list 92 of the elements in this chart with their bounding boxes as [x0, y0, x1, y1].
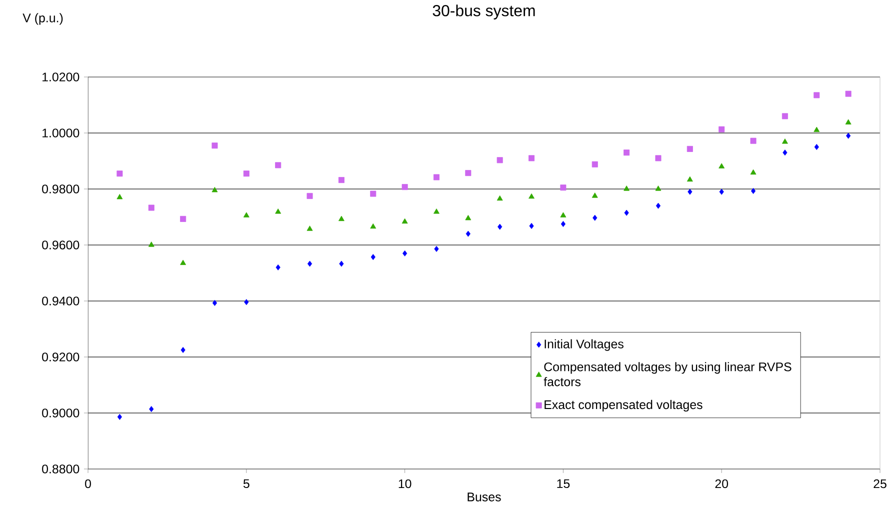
point — [528, 155, 535, 162]
point — [307, 260, 312, 267]
point — [655, 155, 662, 162]
x-tick-label: 5 — [243, 479, 250, 488]
y-tick-label: 1.0000 — [42, 128, 80, 138]
point — [275, 162, 282, 168]
x-tick-label: 20 — [715, 479, 728, 488]
y-tick-label: 0.9800 — [42, 184, 80, 194]
point — [180, 346, 186, 353]
point — [148, 204, 154, 211]
point — [498, 224, 502, 230]
point — [148, 242, 154, 247]
point — [275, 208, 282, 214]
point — [782, 113, 788, 120]
point — [845, 90, 852, 97]
x-tick-label: 10 — [398, 479, 412, 488]
point — [370, 190, 376, 197]
point — [433, 174, 440, 180]
point — [339, 260, 344, 267]
point — [243, 170, 250, 177]
point — [466, 230, 470, 237]
point — [846, 132, 851, 139]
point — [180, 260, 186, 265]
point — [402, 184, 408, 190]
point — [402, 250, 408, 256]
y-tick-label: 0.9000 — [42, 408, 80, 418]
point — [180, 216, 186, 222]
point — [718, 126, 725, 132]
point — [306, 226, 313, 231]
point — [402, 218, 408, 224]
x-tick-label: 25 — [874, 479, 886, 488]
point — [496, 157, 503, 164]
chart-title: 30-bus system — [432, 4, 535, 20]
point — [117, 414, 122, 420]
point — [212, 300, 218, 306]
point — [370, 254, 376, 260]
point — [592, 161, 598, 168]
point — [592, 192, 598, 198]
y-tick-label: 1.0200 — [42, 72, 80, 82]
point — [592, 214, 598, 221]
point — [434, 208, 440, 214]
point — [814, 144, 819, 150]
point — [655, 186, 662, 191]
point — [686, 146, 693, 152]
point — [782, 138, 788, 144]
point — [560, 220, 566, 227]
y-tick-label: 0.9400 — [42, 296, 80, 306]
point — [529, 222, 534, 229]
point — [624, 210, 629, 216]
point — [624, 150, 630, 156]
point — [465, 170, 472, 176]
point — [434, 246, 439, 252]
point — [306, 192, 313, 199]
point — [496, 195, 503, 201]
point — [814, 92, 820, 98]
point — [149, 406, 154, 412]
x-tick-label: 15 — [557, 479, 570, 488]
y-tick-label: 0.8800 — [42, 464, 80, 474]
point — [719, 188, 724, 195]
point — [624, 186, 630, 191]
point — [244, 299, 249, 306]
point — [560, 212, 566, 218]
x-axis-title: Buses — [468, 492, 501, 502]
point — [243, 212, 250, 218]
point — [338, 177, 344, 184]
y-axis-title: V (p.u.) — [22, 13, 63, 25]
legend-label: Initial Voltages — [544, 339, 624, 351]
point — [750, 169, 756, 175]
point — [750, 188, 756, 194]
point — [718, 163, 725, 168]
point — [782, 150, 788, 156]
point — [276, 264, 280, 270]
y-tick-label: 0.9200 — [42, 352, 80, 362]
point — [560, 184, 566, 191]
point — [845, 119, 852, 124]
point — [528, 193, 534, 199]
point — [212, 186, 218, 192]
x-tick-label: 0 — [85, 479, 91, 488]
point — [212, 142, 218, 149]
point — [465, 214, 472, 220]
point — [750, 138, 756, 144]
point — [116, 194, 123, 200]
point — [656, 202, 661, 209]
legend-label: Compensated voltages by using linear RVPS factors — [544, 362, 792, 386]
point — [686, 176, 693, 182]
point — [338, 216, 344, 222]
point — [814, 126, 820, 132]
point — [370, 223, 376, 229]
legend-label: Exact compensated voltages — [544, 400, 702, 412]
y-tick-label: 0.9600 — [42, 240, 80, 250]
point — [116, 170, 123, 177]
point — [688, 188, 692, 195]
